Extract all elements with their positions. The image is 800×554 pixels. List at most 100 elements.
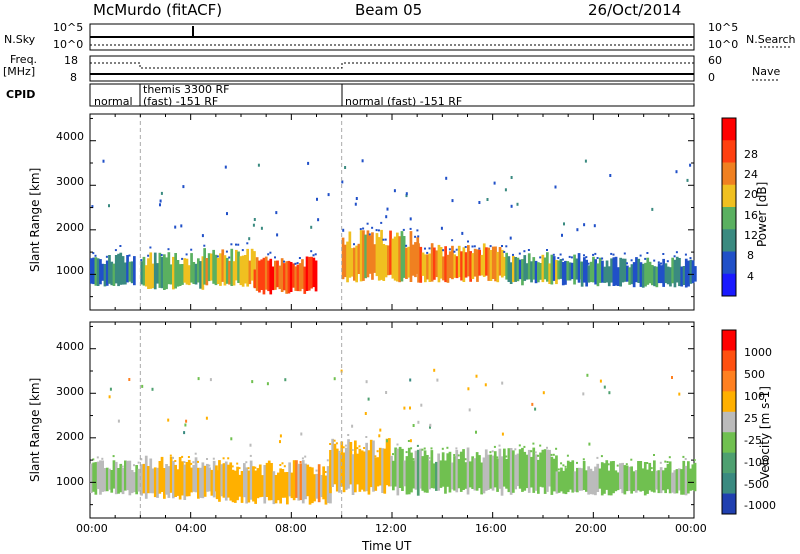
velocity-speck-171 [358, 445, 361, 448]
vel-cb-swatch-3 [722, 391, 736, 413]
power-speck-296 [594, 252, 597, 255]
vel-tick-25: 25 [744, 412, 758, 425]
power-scatter-29 [316, 197, 318, 201]
velocity-cell-291 [548, 449, 551, 487]
velocity-scatter-10 [205, 416, 208, 420]
velocity-cell-242 [471, 456, 474, 489]
velocity-speck-19 [121, 465, 124, 468]
power-speck-39 [160, 254, 163, 256]
velocity-scatter-21 [468, 408, 471, 412]
velocity-cell-112 [270, 463, 273, 501]
velocity-cell-246 [480, 462, 483, 495]
velocity-cell-359 [657, 470, 661, 494]
velocity-speck-211 [421, 448, 424, 451]
power-scatter-9 [561, 233, 563, 237]
velocity-scatter-48 [300, 432, 303, 436]
velocity-cell-33 [142, 463, 146, 494]
power-cell-271 [559, 259, 563, 279]
power-speck-31 [147, 254, 150, 257]
power-cell-305 [610, 258, 613, 283]
velocity-scatter-35 [128, 378, 131, 381]
velocity-cell-228 [448, 451, 452, 493]
velocity-heatmap [90, 322, 697, 518]
freq-unit: [MHz] [3, 65, 36, 78]
velocity-cell-87 [229, 462, 233, 501]
xlabel: Time UT [362, 539, 412, 553]
power-speck-50 [181, 257, 184, 260]
velocity-cell-309 [569, 461, 572, 490]
power-cell-32 [149, 252, 153, 289]
power-cell-44 [169, 264, 173, 285]
power-scatter-7 [675, 170, 678, 174]
velocity-cell-187 [385, 438, 389, 486]
power-cell-231 [494, 246, 497, 282]
power-cell-92 [250, 248, 254, 281]
vel-tick-neg500: -500 [744, 478, 769, 491]
power-cell-251 [525, 263, 529, 280]
power-tick-28: 28 [744, 148, 758, 161]
power-speck-287 [583, 254, 585, 257]
power-cell-299 [598, 257, 602, 283]
power-speck-63 [203, 244, 206, 247]
velocity-cell-22 [128, 460, 132, 496]
power-cell-114 [289, 262, 293, 292]
power-cell-57 [192, 262, 196, 284]
power-speck-316 [626, 262, 628, 265]
power-cell-0 [90, 258, 93, 284]
velocity-cell-314 [578, 467, 581, 491]
velocity-cell-6 [99, 460, 102, 495]
velocity-cell-42 [163, 468, 166, 499]
power-cell-152 [373, 244, 377, 273]
velocity-speck-89 [231, 465, 234, 468]
velocity-speck-227 [446, 446, 449, 449]
power-speck-280 [570, 256, 573, 259]
power-scatter-37 [584, 159, 587, 163]
velocity-cell-363 [664, 467, 667, 494]
velocity-cell-318 [585, 470, 588, 492]
power-cell-163 [387, 245, 390, 276]
velocity-speck-183 [376, 450, 379, 453]
velocity-speck-218 [430, 447, 433, 450]
power-speck-160 [382, 238, 385, 241]
velocity-cell-356 [653, 460, 656, 493]
power-speck-215 [467, 240, 469, 243]
power-cell-266 [552, 256, 556, 281]
velocity-cell-43 [165, 464, 168, 495]
velocity-cell-332 [609, 461, 613, 496]
velocity-cell-140 [317, 464, 321, 503]
power-scatter-45 [563, 222, 565, 226]
velocity-speck-8 [101, 457, 104, 460]
power-scatter-51 [689, 163, 692, 167]
power-speck-324 [639, 254, 642, 257]
velocity-cell-91 [236, 466, 239, 501]
velocity-speck-2 [92, 458, 95, 461]
power-cell-322 [637, 258, 641, 283]
power-speck-343 [666, 260, 669, 263]
y-tick-vel-1000: 1000 [56, 475, 84, 488]
power-speck-101 [267, 253, 270, 256]
velocity-cell-260 [500, 456, 504, 496]
power-scatter-15 [385, 215, 388, 219]
power-cell-150 [371, 232, 374, 280]
velocity-cell-90 [234, 470, 237, 503]
power-cell-194 [435, 250, 438, 278]
power-cell-83 [237, 251, 240, 283]
power-cell-317 [628, 267, 631, 285]
velocity-speck-131 [301, 457, 304, 460]
power-cell-62 [203, 248, 206, 285]
velocity-cell-180 [374, 457, 378, 491]
power-cell-67 [212, 249, 215, 284]
velocity-cell-51 [176, 469, 180, 496]
power-cell-26 [140, 261, 143, 285]
vel-cb-swatch-8 [722, 493, 736, 515]
power-speck-142 [359, 228, 362, 231]
velocity-scatter-39 [671, 376, 673, 379]
velocity-speck-295 [552, 453, 555, 456]
power-cell-313 [623, 258, 627, 282]
velocity-scatter-22 [475, 430, 477, 434]
power-speck-103 [269, 251, 272, 254]
power-cell-76 [228, 260, 231, 285]
velocity-cell-135 [308, 466, 312, 505]
power-cell-35 [153, 252, 157, 290]
power-speck-2 [92, 252, 95, 255]
